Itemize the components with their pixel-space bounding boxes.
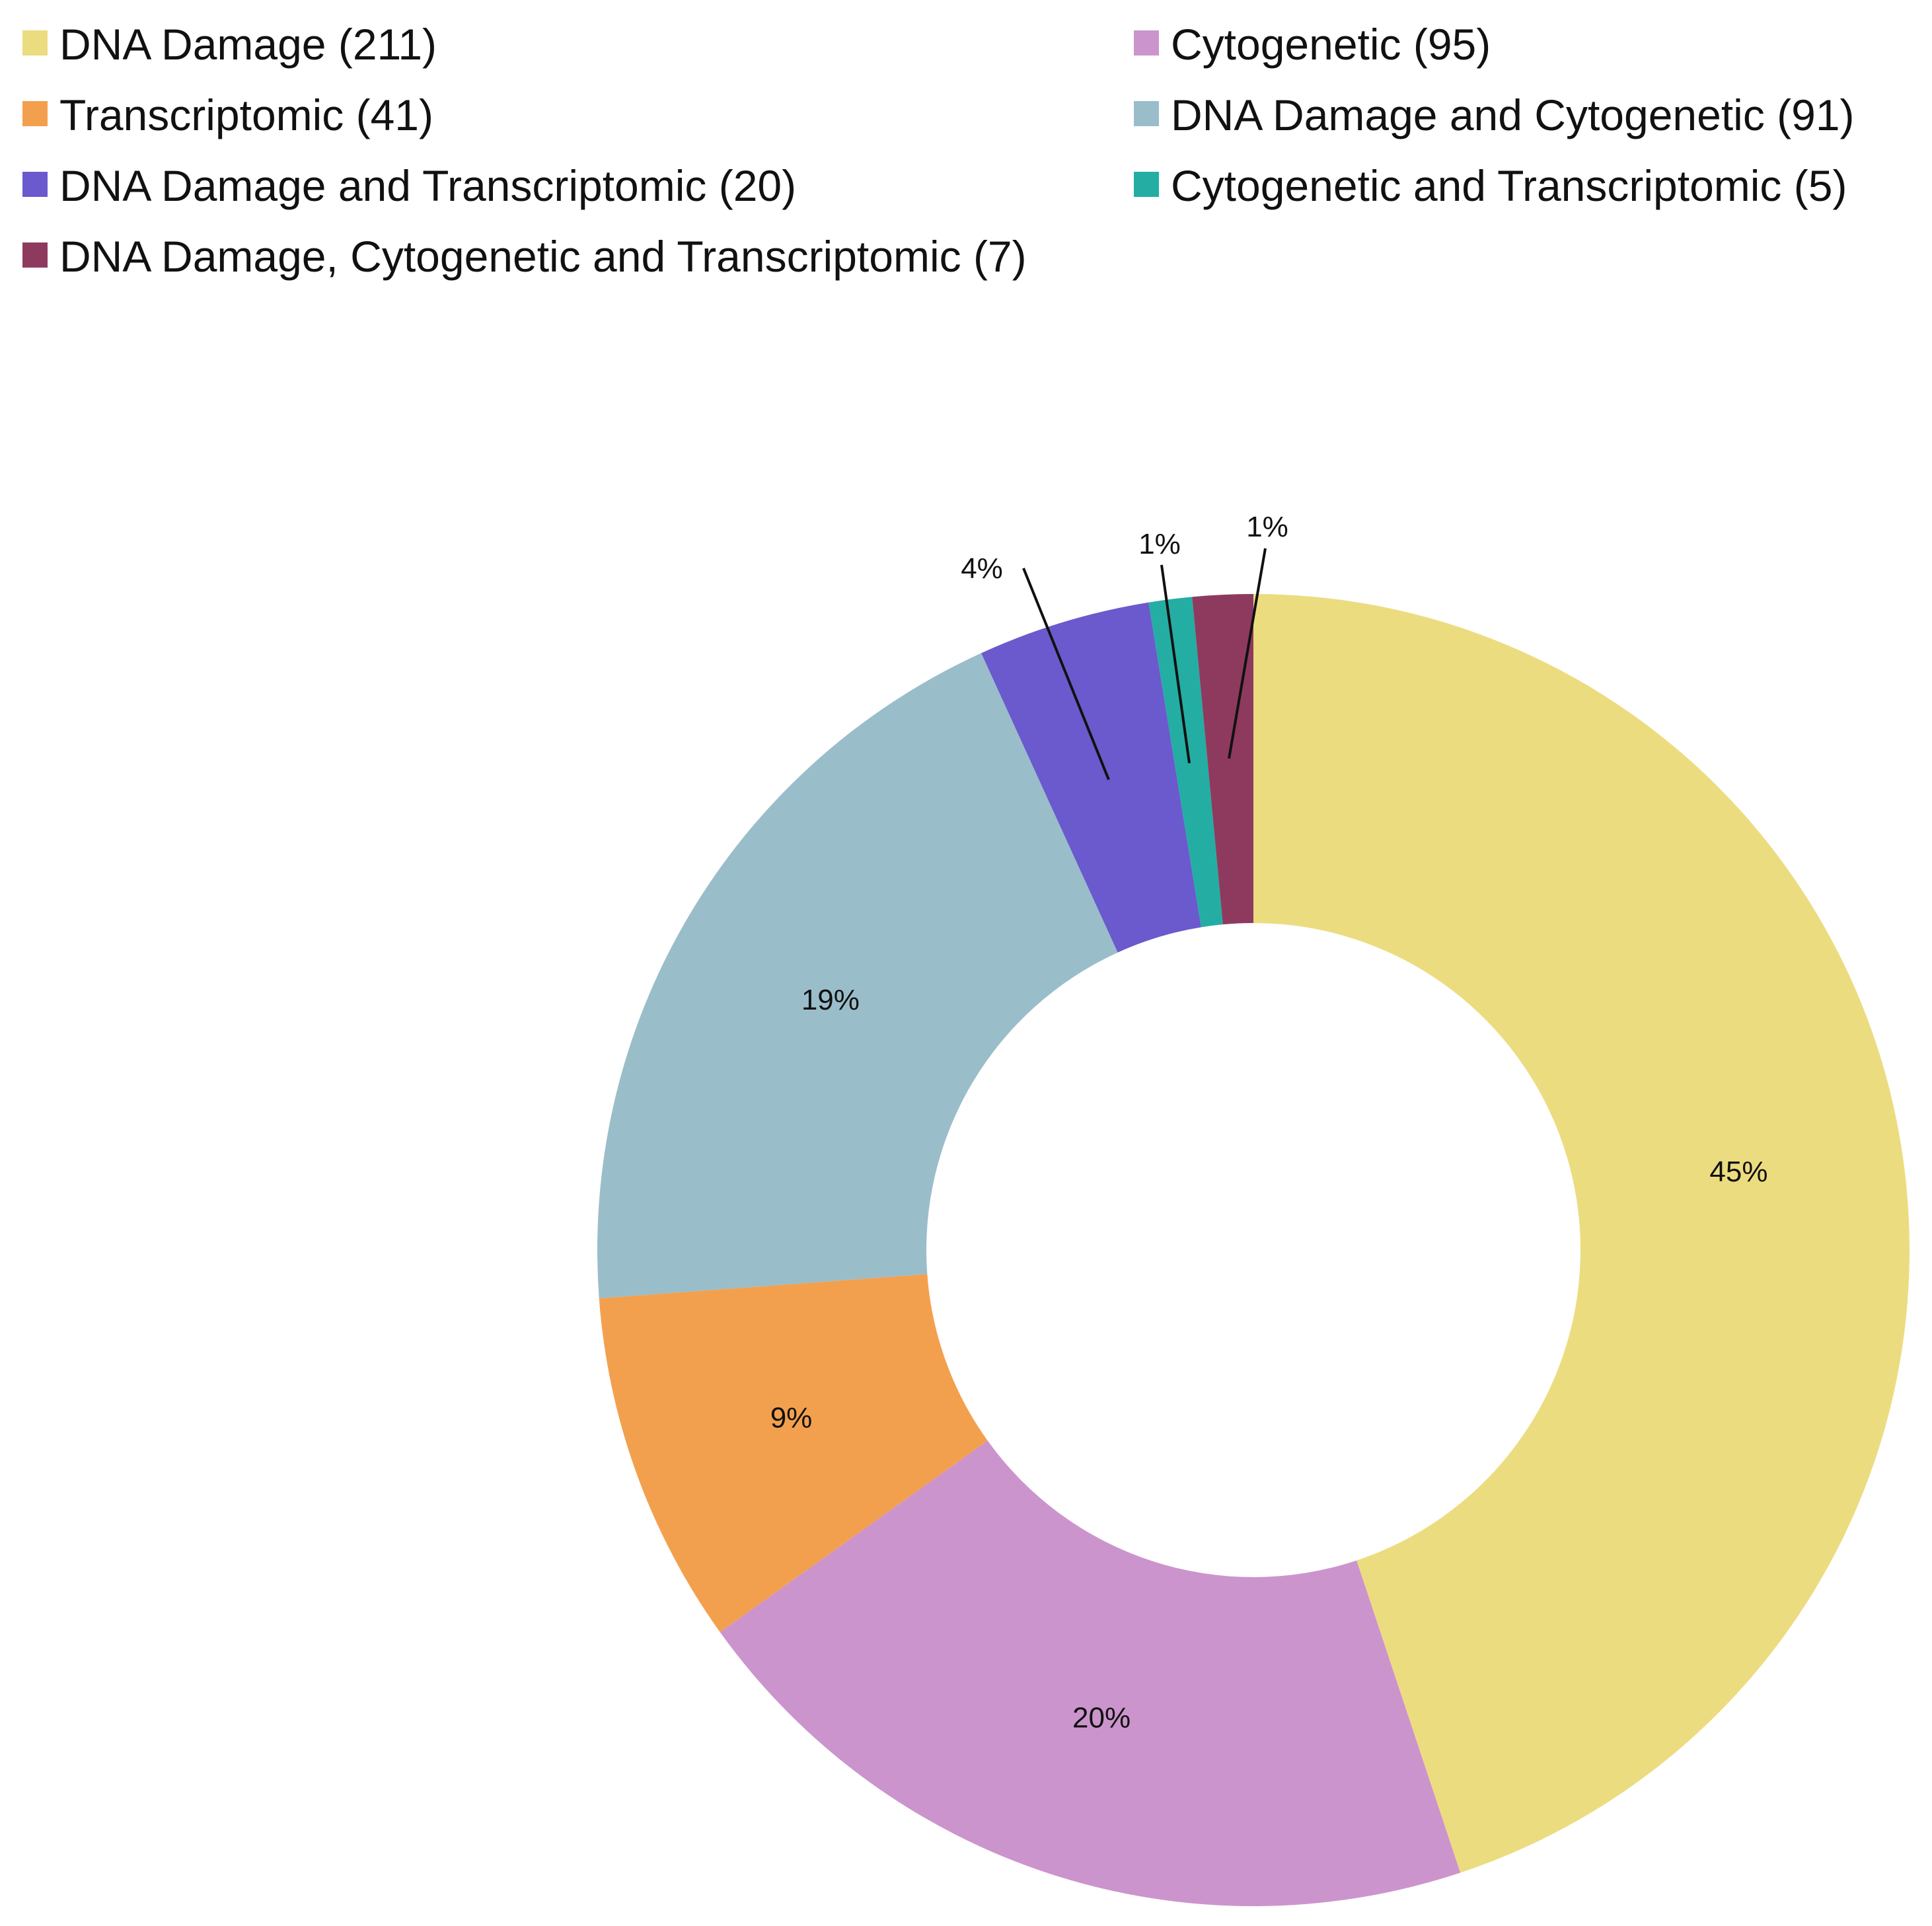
donut-slice — [981, 602, 1201, 953]
leader-line — [1160, 564, 1191, 764]
legend-label: DNA Damage (211) — [59, 20, 437, 69]
legend-label: DNA Damage and Cytogenetic (91) — [1171, 91, 1855, 139]
percent-label: 45% — [1709, 1156, 1767, 1188]
percent-label: 19% — [801, 984, 860, 1016]
legend-swatch — [22, 101, 48, 126]
percent-label: 4% — [961, 552, 1003, 585]
legend-label: Cytogenetic and Transcriptomic (5) — [1171, 161, 1847, 210]
legend-swatch — [22, 30, 48, 56]
percent-label: 20% — [1072, 1702, 1131, 1734]
legend-item: Transcriptomic (41) — [22, 91, 433, 139]
legend-swatch — [1134, 101, 1159, 126]
donut-slice — [1148, 597, 1223, 928]
legend: DNA Damage (211) Cytogenetic (95) Transcri… — [22, 20, 1855, 281]
legend-item: DNA Damage (211) — [22, 20, 437, 69]
donut-slice — [1253, 594, 1910, 1873]
percent-labels: 45% 20% 9% 19% 4% 1% 1% — [770, 511, 1768, 1734]
donut-slice — [720, 1440, 1461, 1906]
donut-slices — [597, 594, 1910, 1906]
percent-label: 9% — [770, 1401, 813, 1434]
legend-swatch — [1134, 172, 1159, 197]
percent-label: 1% — [1246, 511, 1288, 543]
donut-slice — [599, 1274, 988, 1633]
donut-slice — [597, 653, 1118, 1298]
legend-label: Cytogenetic (95) — [1171, 20, 1491, 69]
legend-label: DNA Damage and Transcriptomic (20) — [59, 161, 796, 210]
legend-item: DNA Damage and Cytogenetic (91) — [1134, 91, 1855, 139]
legend-item: DNA Damage and Transcriptomic (20) — [22, 161, 796, 210]
legend-label: DNA Damage, Cytogenetic and Transcriptom… — [59, 232, 1027, 281]
legend-item: Cytogenetic (95) — [1134, 20, 1491, 69]
leader-line — [1022, 568, 1110, 780]
legend-swatch — [1134, 30, 1159, 56]
legend-label: Transcriptomic (41) — [59, 91, 433, 139]
legend-item: DNA Damage, Cytogenetic and Transcriptom… — [22, 232, 1027, 281]
legend-swatch — [22, 172, 48, 197]
donut-slice — [1192, 594, 1253, 925]
percent-label: 1% — [1138, 528, 1181, 560]
leader-line — [1228, 548, 1267, 759]
legend-swatch — [22, 242, 48, 268]
legend-item: Cytogenetic and Transcriptomic (5) — [1134, 161, 1847, 210]
